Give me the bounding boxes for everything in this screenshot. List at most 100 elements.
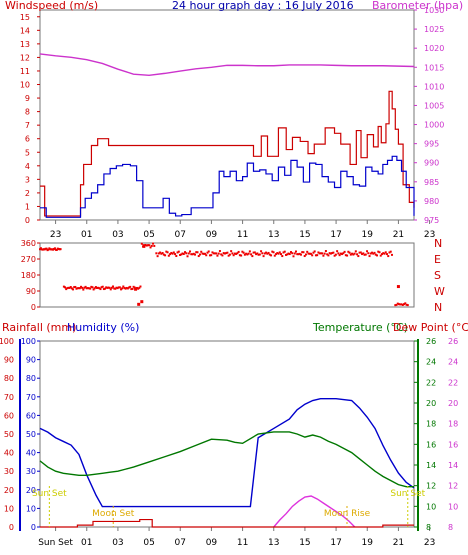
temp-tick-label: 14 — [426, 461, 436, 470]
direction-point — [337, 252, 340, 255]
direction-point — [191, 253, 194, 256]
direction-point — [137, 302, 141, 306]
direction-point — [362, 252, 365, 255]
direction-point — [384, 251, 387, 254]
direction-point — [299, 253, 302, 256]
baro-tick-label: 1010 — [424, 82, 444, 91]
direction-point — [353, 252, 356, 255]
direction-tick-label: 0 — [31, 303, 36, 312]
dew-tick-label: 24 — [448, 358, 458, 367]
baro-tick-label: 985 — [424, 178, 439, 187]
direction-point — [367, 252, 370, 255]
temp-tick-label: 16 — [426, 440, 436, 449]
x-tick-label: 17 — [330, 230, 341, 240]
direction-point — [75, 287, 78, 290]
direction-point — [241, 250, 244, 253]
direction-tick-label: 360 — [21, 239, 36, 248]
dew-tick-label: 18 — [448, 420, 458, 429]
direction-point — [225, 252, 228, 255]
direction-point — [150, 244, 153, 247]
temperature-axis-title: Temperature (°C) — [312, 321, 408, 334]
direction-point — [344, 254, 347, 257]
direction-point — [332, 251, 335, 254]
direction-tick-label: 90 — [26, 287, 36, 296]
direction-point — [108, 286, 111, 289]
humidity-tick-label: 60 — [26, 411, 36, 420]
gust-line — [40, 90, 415, 217]
direction-point — [110, 286, 113, 289]
direction-tick-label: 180 — [21, 271, 36, 280]
baro-tick-label: 1020 — [424, 44, 444, 53]
direction-point — [210, 254, 213, 257]
x-tick-label: 15 — [299, 230, 310, 240]
direction-point — [403, 303, 406, 306]
direction-point — [98, 287, 101, 290]
direction-point — [196, 251, 199, 254]
direction-point — [292, 255, 295, 258]
wind-tick-label: 10 — [20, 81, 30, 90]
direction-point — [226, 251, 229, 254]
direction-point — [177, 250, 180, 253]
direction-point — [96, 286, 99, 289]
direction-point — [321, 252, 324, 255]
baro-tick-label: 990 — [424, 159, 439, 168]
direction-point — [258, 253, 261, 256]
direction-point — [255, 253, 258, 256]
compass-label: N — [434, 301, 442, 314]
humidity-tick-label: 90 — [26, 356, 36, 365]
direction-point — [252, 251, 255, 254]
direction-point — [331, 252, 334, 255]
wind-tick-label: 4 — [25, 162, 30, 171]
direction-point — [316, 254, 319, 257]
direction-point — [297, 253, 300, 256]
direction-point — [115, 286, 118, 289]
direction-point — [390, 253, 393, 256]
direction-point — [155, 252, 158, 255]
direction-point — [114, 287, 117, 290]
direction-point — [223, 252, 226, 255]
direction-point — [218, 250, 221, 253]
direction-point — [351, 252, 354, 255]
direction-point — [200, 250, 203, 253]
direction-point — [250, 253, 253, 256]
x-tick-label: Sun Set — [38, 538, 73, 548]
direction-point — [203, 252, 206, 255]
direction-point — [165, 250, 168, 253]
direction-point — [343, 250, 346, 253]
rain-tick-label: 50 — [4, 430, 14, 439]
dew-tick-label: 10 — [448, 502, 458, 511]
direction-point — [197, 255, 200, 258]
direction-point — [216, 254, 219, 257]
chart-marks: Sun Set Moon Set Moon Rise Sun Set — [32, 53, 426, 528]
humidity-tick-label: 50 — [26, 430, 36, 439]
direction-point — [257, 253, 260, 256]
direction-point — [261, 252, 264, 255]
direction-point — [47, 248, 50, 251]
direction-point — [372, 252, 375, 255]
direction-point — [97, 286, 100, 289]
direction-point — [117, 286, 120, 289]
direction-point — [242, 251, 245, 254]
direction-point — [301, 251, 304, 254]
direction-point — [172, 251, 175, 254]
x-tick-label: 19 — [362, 230, 374, 240]
direction-point — [265, 251, 268, 254]
direction-point — [329, 252, 332, 255]
direction-point — [202, 252, 205, 255]
rainfall-line — [40, 518, 414, 528]
compass-label: N — [434, 237, 442, 250]
direction-point — [333, 254, 336, 257]
direction-point — [53, 247, 56, 250]
direction-point — [169, 253, 172, 256]
direction-point — [77, 287, 80, 290]
baro-tick-label: 1015 — [424, 63, 444, 72]
direction-point — [303, 255, 306, 258]
direction-point — [101, 285, 104, 288]
dew-tick-label: 16 — [448, 440, 458, 449]
rain-tick-label: 70 — [4, 393, 14, 402]
direction-point — [374, 253, 377, 256]
direction-point — [387, 255, 390, 258]
dew-tick-label: 14 — [448, 461, 458, 470]
direction-point — [302, 251, 305, 254]
